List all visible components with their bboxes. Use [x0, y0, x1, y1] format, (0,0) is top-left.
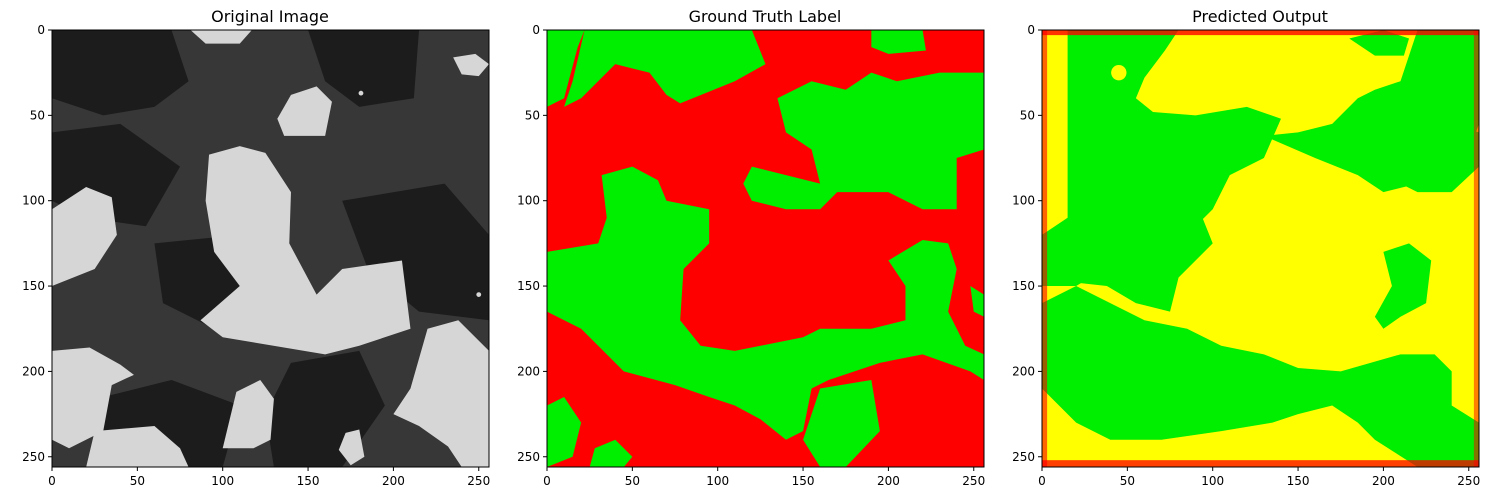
y-tick-label: 150 — [22, 279, 45, 293]
x-axis: 0 50 100 150 200 250 — [543, 467, 985, 488]
y-tick-label: 0 — [532, 23, 540, 37]
original-image — [52, 30, 489, 467]
panel-title: Original Image — [211, 7, 329, 26]
x-axis: 0 50 100 150 200 250 — [48, 467, 490, 488]
x-tick-label: 100 — [706, 474, 729, 488]
y-tick-label: 50 — [1020, 108, 1035, 122]
x-tick-label: 200 — [877, 474, 900, 488]
y-tick-label: 200 — [1012, 364, 1035, 378]
y-tick-label: 250 — [1012, 450, 1035, 464]
x-tick-label: 200 — [382, 474, 405, 488]
x-tick-label: 150 — [1287, 474, 1310, 488]
panel-predicted-output: Predicted Output 0 50 100 150 200 250 0 50 100 1… — [1012, 7, 1480, 488]
y-axis: 0 50 100 150 200 250 — [517, 23, 547, 464]
x-tick-label: 200 — [1372, 474, 1395, 488]
ground-truth-image — [547, 30, 984, 467]
y-tick-label: 50 — [30, 108, 45, 122]
x-axis: 0 50 100 150 200 250 — [1038, 467, 1480, 488]
x-tick-label: 150 — [297, 474, 320, 488]
x-tick-label: 0 — [543, 474, 551, 488]
y-tick-label: 250 — [22, 450, 45, 464]
y-tick-label: 50 — [525, 108, 540, 122]
x-tick-label: 0 — [48, 474, 56, 488]
x-tick-label: 100 — [211, 474, 234, 488]
y-tick-label: 0 — [1027, 23, 1035, 37]
panel-title: Predicted Output — [1192, 7, 1328, 26]
y-tick-label: 200 — [22, 364, 45, 378]
x-tick-label: 50 — [625, 474, 640, 488]
y-tick-label: 100 — [22, 194, 45, 208]
x-tick-label: 250 — [1457, 474, 1480, 488]
x-tick-label: 100 — [1201, 474, 1224, 488]
y-tick-label: 100 — [517, 194, 540, 208]
predicted-output-image — [1042, 30, 1479, 467]
y-tick-label: 0 — [37, 23, 45, 37]
panel-original-image: Original Image 0 50 100 150 200 — [22, 7, 490, 488]
y-tick-label: 100 — [1012, 194, 1035, 208]
x-tick-label: 250 — [962, 474, 985, 488]
y-axis: 0 50 100 150 200 250 — [1012, 23, 1042, 464]
y-tick-label: 150 — [1012, 279, 1035, 293]
panel-title: Ground Truth Label — [689, 7, 842, 26]
x-tick-label: 50 — [1120, 474, 1135, 488]
x-tick-label: 0 — [1038, 474, 1046, 488]
y-tick-label: 200 — [517, 364, 540, 378]
x-tick-label: 250 — [467, 474, 490, 488]
y-tick-label: 150 — [517, 279, 540, 293]
panel-ground-truth: Ground Truth Label 0 50 100 150 200 250 0 50 10… — [517, 7, 985, 488]
x-tick-label: 50 — [130, 474, 145, 488]
x-tick-label: 150 — [792, 474, 815, 488]
y-axis: 0 50 100 150 200 250 — [22, 23, 52, 464]
y-tick-label: 250 — [517, 450, 540, 464]
